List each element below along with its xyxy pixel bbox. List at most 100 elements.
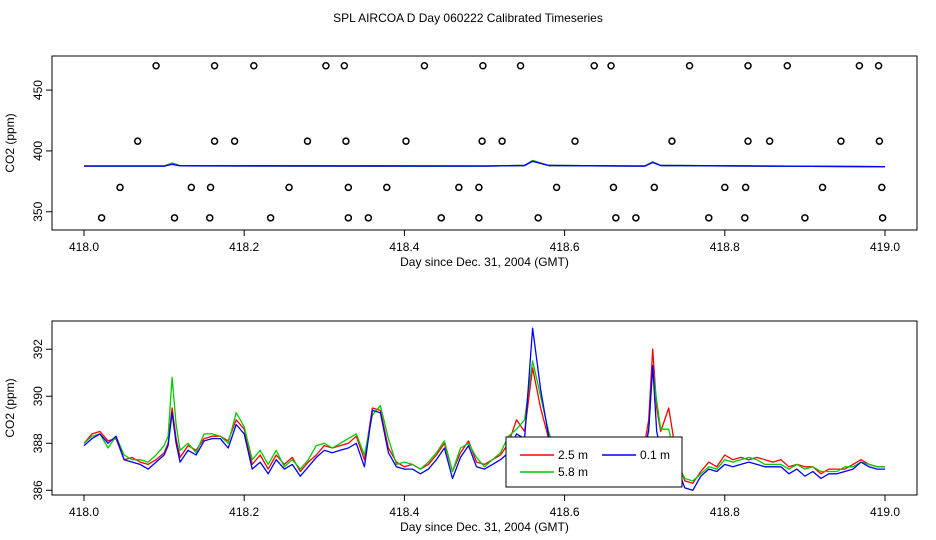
data-point bbox=[783, 61, 792, 70]
y-tick-label: 390 bbox=[31, 386, 45, 406]
data-point bbox=[571, 137, 579, 145]
data-point bbox=[210, 61, 219, 70]
series-line-2-5-m bbox=[83, 348, 885, 484]
series-line-2 bbox=[84, 160, 886, 168]
data-point bbox=[685, 61, 694, 70]
data-point bbox=[210, 137, 219, 145]
data-point bbox=[206, 214, 214, 222]
data-point bbox=[97, 214, 106, 222]
data-point bbox=[878, 183, 886, 192]
data-point bbox=[874, 61, 883, 70]
data-point bbox=[612, 214, 620, 222]
data-point bbox=[552, 183, 561, 192]
data-point bbox=[170, 214, 179, 222]
data-point bbox=[801, 214, 809, 222]
data-point bbox=[475, 214, 483, 222]
data-point bbox=[383, 183, 391, 192]
data-point bbox=[878, 214, 887, 222]
data-point bbox=[516, 61, 525, 70]
panel-2: 418.0 418.2 418.4 418.6 418.8 419.0 Day since … bbox=[3, 320, 918, 534]
legend-label: 0.1 m bbox=[640, 448, 670, 462]
x-tick-label: 418.6 bbox=[550, 240, 580, 254]
plot-frame bbox=[51, 320, 918, 496]
data-point bbox=[668, 137, 676, 145]
data-point bbox=[455, 183, 463, 192]
x-tick-label: 418.0 bbox=[69, 505, 99, 519]
data-point bbox=[116, 183, 124, 192]
data-point bbox=[875, 137, 884, 145]
data-point bbox=[303, 137, 312, 145]
x-axis-label: Day since Dec. 31, 2004 (GMT) bbox=[400, 520, 569, 534]
data-point bbox=[609, 183, 618, 192]
data-point bbox=[342, 137, 350, 145]
y-tick-label: 386 bbox=[31, 480, 45, 500]
data-point bbox=[479, 61, 487, 70]
plot-area bbox=[84, 159, 886, 168]
data-point bbox=[744, 137, 752, 145]
data-point bbox=[721, 183, 729, 192]
data-point bbox=[534, 214, 542, 222]
data-point bbox=[420, 61, 429, 70]
x-tick-label: 418.2 bbox=[229, 505, 259, 519]
plot-area bbox=[83, 327, 885, 491]
legend-label: 2.5 m bbox=[558, 448, 588, 462]
data-point bbox=[206, 183, 215, 192]
data-point bbox=[133, 137, 142, 145]
data-point bbox=[650, 183, 659, 192]
y-axis-label: CO2 (ppm) bbox=[3, 378, 17, 437]
data-point bbox=[765, 137, 774, 145]
x-tick-label: 418.8 bbox=[710, 505, 740, 519]
y-tick-label: 388 bbox=[31, 433, 45, 453]
data-point bbox=[741, 183, 750, 192]
x-tick-label: 418.4 bbox=[389, 505, 419, 519]
data-point bbox=[402, 137, 410, 145]
x-tick-label: 418.8 bbox=[710, 240, 740, 254]
y-axis-label: CO2 (ppm) bbox=[3, 113, 17, 172]
data-point bbox=[437, 214, 445, 222]
x-tick-label: 419.0 bbox=[870, 240, 900, 254]
data-point bbox=[152, 61, 160, 70]
data-point bbox=[705, 214, 713, 222]
panel-1: 418.0 418.2 418.4 418.6 418.8 419.0 Day since … bbox=[3, 55, 918, 269]
data-point bbox=[607, 61, 615, 70]
legend-label: 5.8 m bbox=[558, 465, 588, 479]
data-point bbox=[344, 214, 353, 222]
chart-title: SPL AIRCOA D Day 060222 Calibrated Times… bbox=[333, 11, 603, 25]
data-point bbox=[250, 61, 258, 70]
data-point bbox=[475, 183, 483, 192]
data-point bbox=[632, 214, 640, 222]
data-point bbox=[590, 61, 598, 70]
x-tick-label: 418.4 bbox=[389, 240, 419, 254]
data-point bbox=[741, 214, 749, 222]
plot-frame bbox=[51, 55, 918, 231]
data-point bbox=[344, 183, 353, 192]
y-tick-label: 400 bbox=[31, 141, 45, 161]
data-point bbox=[322, 61, 330, 70]
y-tick-label: 450 bbox=[31, 80, 45, 100]
x-tick-label: 418.2 bbox=[229, 240, 259, 254]
data-point bbox=[230, 137, 239, 145]
data-point bbox=[744, 61, 752, 70]
x-tick-label: 418.6 bbox=[550, 505, 580, 519]
y-tick-label: 350 bbox=[31, 201, 45, 221]
legend-box bbox=[505, 436, 683, 488]
x-tick-label: 418.0 bbox=[69, 240, 99, 254]
data-point bbox=[837, 137, 845, 145]
data-point bbox=[855, 61, 864, 70]
data-point bbox=[478, 137, 486, 145]
data-point bbox=[498, 137, 506, 145]
data-point bbox=[266, 214, 275, 222]
data-point bbox=[818, 183, 827, 192]
series-line-5-8-m bbox=[83, 360, 885, 482]
series-line-0-1-m bbox=[83, 327, 885, 491]
x-axis-label: Day since Dec. 31, 2004 (GMT) bbox=[400, 255, 569, 269]
data-point bbox=[285, 183, 293, 192]
x-tick-label: 419.0 bbox=[870, 505, 900, 519]
legend: 2.5 m 5.8 m 0.1 m bbox=[505, 436, 683, 488]
data-point bbox=[364, 214, 373, 222]
data-point bbox=[340, 61, 349, 70]
y-tick-label: 392 bbox=[31, 339, 45, 359]
data-point bbox=[187, 183, 196, 192]
